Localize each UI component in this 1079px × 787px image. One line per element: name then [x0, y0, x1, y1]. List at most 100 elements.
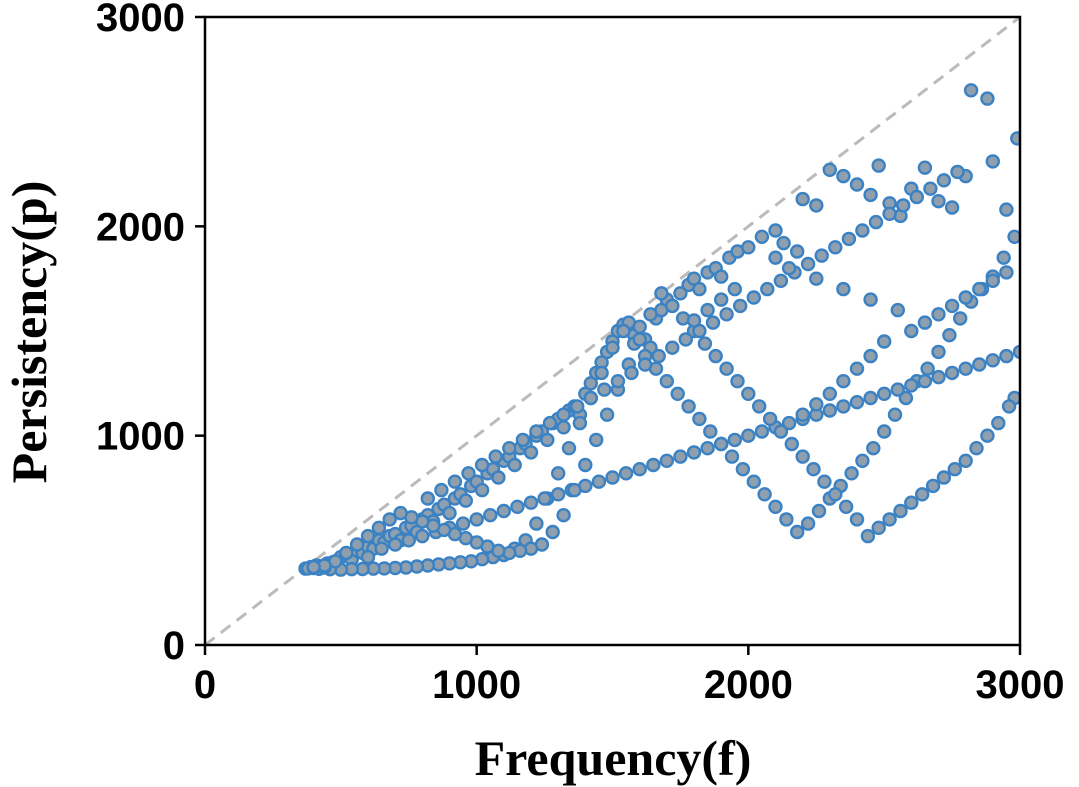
x-tick-label: 1000 — [432, 663, 521, 707]
scatter-point — [800, 516, 816, 531]
scatter-point — [1010, 131, 1020, 146]
scatter-point — [567, 482, 582, 498]
scatter-point — [420, 491, 435, 506]
scatter-point — [1012, 344, 1020, 360]
scatter-point — [915, 487, 930, 502]
scatter-point — [455, 516, 471, 531]
scatter-point — [996, 250, 1011, 265]
scatter-point — [714, 269, 729, 284]
scatter-point — [947, 462, 962, 477]
scatter-point — [651, 348, 666, 364]
scatter-point — [597, 382, 612, 397]
scatter-point — [349, 537, 365, 552]
scatter-point — [605, 470, 620, 485]
scatter-point — [496, 503, 511, 519]
scatter-point — [781, 261, 797, 276]
scatter-point — [944, 365, 960, 381]
scatter-point — [616, 323, 631, 339]
scatter-point — [697, 336, 713, 351]
scatter-point — [871, 158, 886, 173]
scatter-point — [589, 432, 604, 448]
scatter-point — [931, 344, 946, 360]
scatter-point — [735, 462, 751, 477]
scatter-point — [972, 357, 987, 372]
scatter-point — [515, 432, 531, 448]
scatter-point — [944, 200, 960, 215]
scatter-point — [822, 162, 837, 178]
scatter-point — [958, 290, 973, 305]
scatter-point — [594, 365, 609, 381]
scatter-point — [673, 286, 688, 301]
scatter-point — [654, 286, 669, 301]
scatter-point — [632, 319, 647, 334]
scatter-point — [686, 313, 702, 328]
scatter-point — [963, 83, 979, 98]
scatter-point — [415, 528, 430, 544]
scatter-point — [931, 369, 946, 385]
scatter-point — [474, 457, 490, 473]
scatter-point — [306, 559, 321, 575]
scatter-point — [551, 466, 566, 481]
scatter-point — [781, 415, 797, 431]
scatter-point — [401, 533, 416, 548]
scatter-point — [678, 332, 693, 347]
scatter-point — [686, 445, 702, 460]
scatter-point — [936, 470, 952, 485]
scatter-point — [836, 168, 851, 184]
scatter-point — [624, 365, 639, 381]
scatter-point — [360, 528, 376, 544]
scatter-point — [474, 482, 490, 498]
scatter-point — [904, 323, 919, 339]
scatter-point — [972, 281, 987, 297]
scatter-point — [461, 466, 476, 481]
scatter-point — [814, 248, 829, 263]
scatter-point — [339, 545, 354, 561]
x-tick-label: 0 — [194, 663, 216, 707]
scatter-point — [714, 436, 729, 452]
x-tick-label: 2000 — [704, 663, 793, 707]
scatter-point — [556, 420, 571, 435]
scatter-point — [523, 495, 539, 510]
x-tick-label: 3000 — [976, 663, 1065, 707]
scatter-point — [483, 508, 498, 523]
scatter-point — [953, 311, 968, 326]
scatter-point — [931, 307, 946, 322]
scatter-point — [863, 187, 878, 203]
y-tick-label: 2000 — [96, 205, 185, 249]
scatter-point — [809, 271, 824, 286]
scatter-point — [882, 512, 897, 527]
scatter-point — [822, 386, 837, 401]
scatter-point — [768, 223, 783, 238]
scatter-point — [980, 428, 995, 443]
scatter-point — [841, 231, 857, 247]
scatter-point — [868, 214, 884, 230]
scatter-point — [442, 505, 457, 521]
scatter-point — [537, 491, 552, 506]
scatter-point — [502, 441, 517, 456]
scatter-point — [488, 449, 503, 464]
scatter-point — [828, 487, 843, 502]
scatter-point — [507, 457, 522, 473]
scatter-point — [822, 403, 837, 418]
scatter-point — [855, 453, 870, 468]
scatter-point — [917, 374, 933, 389]
scatter-point — [795, 191, 810, 207]
scatter-point — [882, 206, 897, 222]
scatter-point — [545, 524, 560, 540]
scatter-point — [724, 449, 740, 464]
scatter-point — [809, 198, 824, 213]
scatter-point — [510, 499, 525, 514]
scatter-point — [708, 348, 723, 364]
scatter-point — [529, 424, 544, 439]
scatter-point — [646, 457, 661, 473]
scatter-point — [591, 474, 607, 489]
scatter-point — [491, 470, 506, 485]
scatter-point — [681, 399, 696, 414]
scatter-point — [917, 160, 933, 175]
scatter-point — [849, 177, 865, 192]
scatter-point — [578, 457, 593, 473]
scatter-point — [800, 256, 816, 272]
scatter-point — [434, 482, 449, 498]
